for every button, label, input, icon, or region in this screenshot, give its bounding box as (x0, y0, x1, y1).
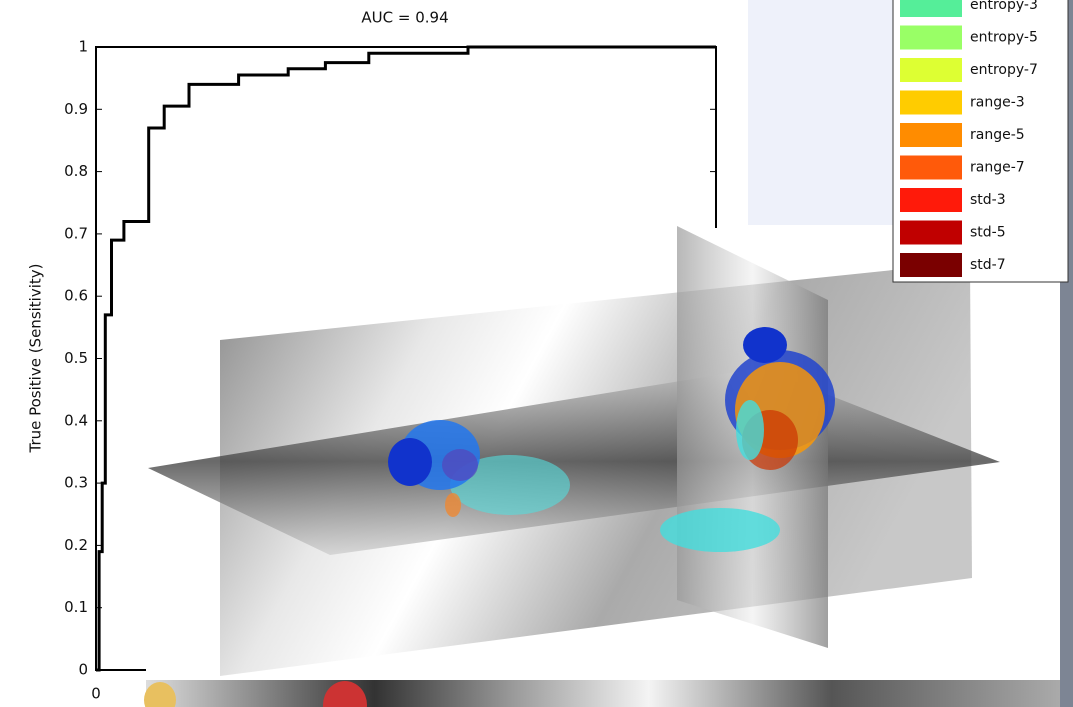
legend-label: range-5 (970, 127, 1025, 143)
3d-render (144, 226, 1060, 707)
image-strip (146, 680, 1060, 707)
legend-label: std-3 (970, 192, 1006, 208)
chart-title: AUC = 0.94 (361, 9, 448, 27)
legend-label: range-7 (970, 160, 1025, 176)
y-tick-label: 0.6 (64, 287, 88, 305)
legend: entropy-3 entropy-5 entropy-7 range-3 range-… (893, 0, 1068, 282)
legend-swatch (900, 26, 962, 50)
y-axis-label: True Positive (Sensitivity) (27, 263, 45, 453)
y-tick-label: 0.3 (64, 474, 88, 492)
legend-label: std-7 (970, 257, 1006, 273)
blob (736, 400, 764, 460)
blob (743, 327, 787, 363)
y-tick-label: 0.4 (64, 411, 88, 429)
x-tick-label: 0 (91, 685, 101, 703)
y-tick-label: 0.9 (64, 100, 88, 118)
y-tick-label: 0 (78, 661, 88, 679)
y-tick-label: 0.2 (64, 536, 88, 554)
legend-label: range-3 (970, 95, 1025, 111)
legend-label: std-5 (970, 225, 1006, 241)
y-tick-label: 1 (78, 38, 88, 56)
legend-label: entropy-7 (970, 62, 1038, 78)
legend-swatch (900, 0, 962, 17)
y-tick-label: 0.5 (64, 349, 88, 367)
legend-swatch (900, 188, 962, 212)
blob (388, 438, 432, 486)
legend-swatch (900, 91, 962, 115)
y-tick-label: 0.1 (64, 598, 88, 616)
y-tick-label: 0.8 (64, 162, 88, 180)
legend-label: entropy-3 (970, 0, 1038, 13)
legend-swatch (900, 123, 962, 147)
legend-swatch (900, 253, 962, 277)
legend-swatch (900, 58, 962, 82)
blob (445, 493, 461, 517)
legend-swatch (900, 221, 962, 245)
blob (442, 449, 478, 481)
blob (660, 508, 780, 552)
legend-swatch (900, 156, 962, 180)
y-tick-label: 0.7 (64, 224, 88, 242)
legend-label: entropy-5 (970, 30, 1038, 46)
screen: AUC = 0.94 True Positive (Sensitivity) 0… (0, 0, 1073, 707)
